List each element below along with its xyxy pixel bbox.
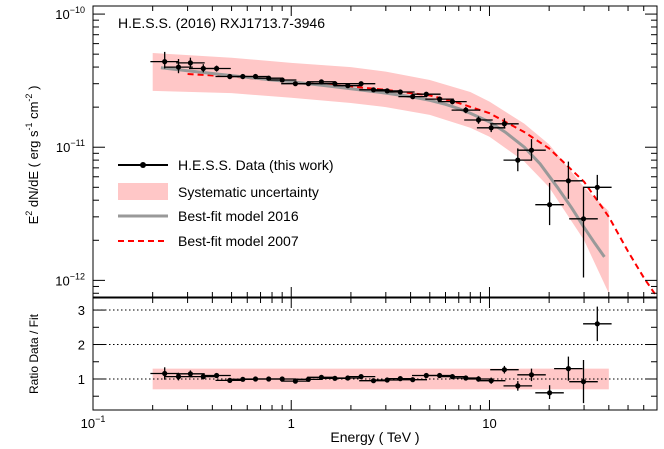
spectrum-y-axis-label: E2 dN/dE ( erg s-1 cm-2 ) xyxy=(24,86,41,225)
spectrum-panel: 10−12 10−11 10−10 H.E.S.S. (2016) RXJ1713.… xyxy=(24,5,658,298)
legend-entry-model-2016: Best-fit model 2016 xyxy=(118,208,299,224)
ratio-point-4 xyxy=(214,372,220,379)
ratio-y-axis-label: Ratio Data / Fit xyxy=(27,313,41,394)
spectrum-point-25 xyxy=(488,125,494,131)
ratio-ytick-label-2: 2 xyxy=(78,338,85,353)
legend-label-model-2007: Best-fit model 2007 xyxy=(178,233,299,249)
spectrum-point-17 xyxy=(384,88,390,94)
spectrum-point-14 xyxy=(345,83,351,89)
legend-data-marker xyxy=(140,162,146,168)
spectrum-frame xyxy=(92,5,658,298)
ratio-point-31 xyxy=(580,379,587,385)
ratio-point-5 xyxy=(227,377,233,383)
ratio-ytick-label-3: 3 xyxy=(78,303,85,318)
legend-label-data: H.E.S.S. Data (this work) xyxy=(178,157,334,173)
spectrum-point-32 xyxy=(594,184,600,190)
legend-entry-systematic: Systematic uncertainty xyxy=(118,183,319,200)
ratio-band xyxy=(152,368,609,390)
spectrum-point-15 xyxy=(358,81,364,87)
spectrum-point-13 xyxy=(332,81,338,87)
ratio-point-16 xyxy=(370,378,377,384)
legend: H.E.S.S. Data (this work) Systematic unc… xyxy=(118,157,334,249)
ratio-point-28 xyxy=(528,372,535,378)
spectrum-point-26 xyxy=(501,121,507,127)
spectrum-point-23 xyxy=(463,107,469,113)
ratio-point-30 xyxy=(565,366,572,372)
spectrum-point-1 xyxy=(175,64,182,70)
ratio-point-29 xyxy=(547,390,553,396)
spectrum-point-0 xyxy=(162,59,168,65)
spectrum-point-9 xyxy=(279,77,285,83)
ratio-point-1 xyxy=(175,374,182,380)
spectrum-point-27 xyxy=(515,157,521,163)
ratio-point-27 xyxy=(515,383,521,389)
legend-label-model-2016: Best-fit model 2016 xyxy=(178,208,299,224)
spectrum-point-24 xyxy=(475,117,482,123)
ratio-point-12 xyxy=(318,374,324,380)
legend-entry-model-2007: Best-fit model 2007 xyxy=(118,233,299,249)
x-axis-label: Energy ( TeV ) xyxy=(330,429,419,445)
x-tick-label-1: 1 xyxy=(288,416,295,431)
ratio-point-0 xyxy=(162,370,168,377)
ratio-point-2 xyxy=(187,371,193,377)
ratio-point-11 xyxy=(305,376,311,382)
ratio-point-18 xyxy=(397,376,403,382)
legend-label-systematic: Systematic uncertainty xyxy=(178,184,319,200)
ratio-ytick-label-1: 1 xyxy=(78,372,85,387)
ratio-point-25 xyxy=(488,378,494,384)
spectrum-point-20 xyxy=(423,91,429,97)
ratio-point-3 xyxy=(200,374,206,380)
systematic-band xyxy=(152,53,609,294)
ratio-point-32 xyxy=(594,321,600,327)
spectrum-point-21 xyxy=(437,96,443,102)
spectrum-point-18 xyxy=(397,89,403,95)
ratio-point-19 xyxy=(410,377,416,383)
spectrum-point-2 xyxy=(187,60,193,66)
ratio-point-26 xyxy=(501,367,507,373)
ratio-point-9 xyxy=(279,376,285,382)
spectrum-point-19 xyxy=(410,94,416,100)
legend-entry-data: H.E.S.S. Data (this work) xyxy=(118,157,334,173)
spectrum-ytick-label-1: 10−11 xyxy=(56,138,85,155)
legend-band-swatch xyxy=(118,183,168,200)
spectrum-point-31 xyxy=(580,216,587,222)
spectrum-title: H.E.S.S. (2016) RXJ1713.7-3946 xyxy=(118,15,325,31)
spectrum-point-28 xyxy=(528,147,535,153)
ratio-panel: 1 2 3 10−1 1 10 Ratio Data / Fit Energy ( TeV… xyxy=(27,297,658,445)
spectrum-ytick-label-2: 10−10 xyxy=(55,5,85,22)
ratio-frame xyxy=(92,297,658,411)
spectrum-point-16 xyxy=(370,87,377,93)
spectrum-ytick-label-0: 10−12 xyxy=(55,271,85,288)
ratio-point-23 xyxy=(463,375,469,381)
ratio-point-21 xyxy=(437,372,443,379)
x-tick-label-2: 10 xyxy=(482,416,496,431)
ratio-point-15 xyxy=(358,374,364,380)
spectrum-point-29 xyxy=(547,202,553,208)
spectrum-point-30 xyxy=(565,178,572,184)
spectrum-point-4 xyxy=(214,65,220,72)
spectrum-point-22 xyxy=(449,99,455,105)
x-tick-label-0: 10−1 xyxy=(81,414,106,431)
